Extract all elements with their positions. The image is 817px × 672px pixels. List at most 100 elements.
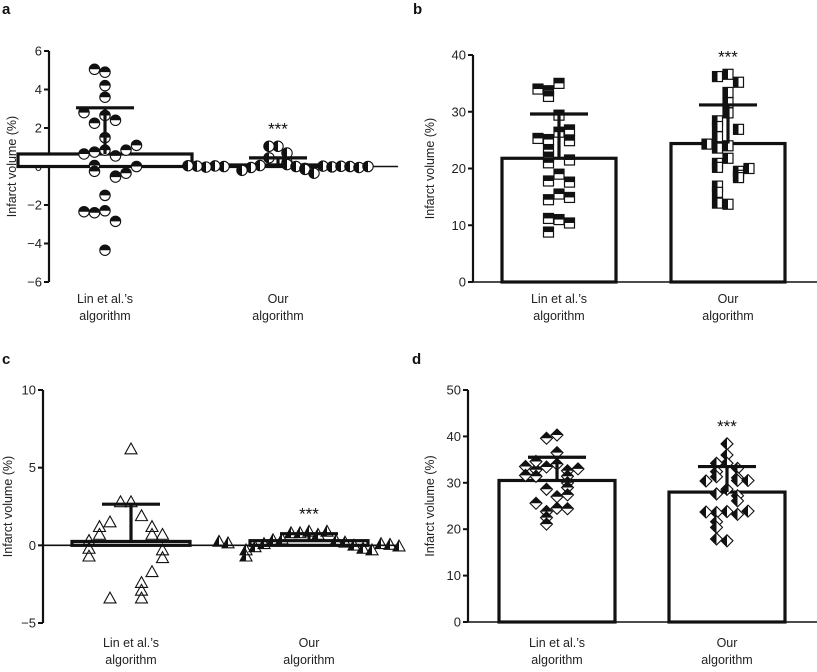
point-fill [712,181,718,192]
point-fill [700,506,706,519]
data-point [711,70,724,83]
point-fill [120,144,132,151]
data-point [532,83,544,95]
data-point [82,549,96,562]
data-point [88,206,101,219]
point-outline [239,549,253,562]
y-tick-label: 5 [29,460,36,475]
data-point [124,441,138,455]
point-outline [221,535,235,549]
point-fill [78,206,90,212]
data-point [109,150,122,162]
point-fill [543,144,554,150]
point-fill [723,97,728,108]
point-outline [155,527,170,540]
bar [669,141,787,284]
panel-label: c [2,351,10,368]
y-tick-label: 2 [35,121,42,136]
data-point [120,144,132,156]
data-point [155,550,170,564]
point-fill [712,71,718,82]
data-point [365,542,379,556]
data-point [130,139,143,152]
data-point [392,538,406,552]
data-point [92,519,107,533]
data-point [550,428,564,442]
point-fill [554,214,564,220]
data-point [732,123,745,135]
point-fill [723,140,728,151]
data-point [563,217,576,229]
point-fill [710,521,717,534]
data-point [542,175,555,187]
data-point [78,205,90,218]
point-fill [554,169,564,175]
x-tick-label: algorithm [533,309,584,323]
data-point [722,68,734,80]
point-fill [533,84,543,90]
data-point [542,133,555,146]
point-outline [134,583,149,596]
data-point [701,138,713,150]
point-fill [99,205,111,211]
panel-d: d Infarct volume (%) 50 40 30 20 10 0 Lin et al.… [412,351,817,667]
point-fill [551,502,563,509]
point-fill [554,78,564,84]
data-point [82,533,96,547]
data-point [553,188,565,200]
data-point [120,167,132,179]
point-outline [82,549,96,562]
point-fill [561,464,574,471]
data-point [563,154,576,166]
data-point [145,519,159,533]
data-point [553,213,565,226]
data-point [563,191,576,204]
point-fill [362,161,368,172]
data-point [254,159,266,172]
y-tick-label: 30 [447,475,461,490]
point-fill [733,172,739,183]
y-tick-label: 6 [35,44,42,59]
data-point [134,591,149,604]
point-outline [82,533,96,547]
data-point [236,164,248,177]
y-tick-label: −5 [21,616,36,631]
point-fill [543,213,554,219]
data-point [113,494,128,508]
data-point [741,504,755,518]
y-tick-label: 4 [35,82,42,97]
data-point [711,142,724,154]
point-fill [344,161,350,172]
point-fill [99,80,111,86]
point-fill [110,216,121,222]
point-fill [99,190,111,196]
point-fill [89,166,100,172]
point-fill [299,164,305,175]
point-fill [131,161,142,167]
data-point [711,197,724,209]
data-point [709,505,724,520]
data-point [356,541,370,554]
point-fill [561,476,574,483]
point-fill [89,64,100,70]
data-point [560,488,575,502]
data-point [99,91,111,103]
point-outline [320,524,334,537]
point-fill [533,133,543,139]
point-fill [89,207,100,213]
x-tick-label: Our [718,292,739,306]
point-fill [543,152,554,158]
point-fill [335,161,341,172]
data-point [722,86,734,99]
panel-label: b [413,1,422,18]
data-point [182,159,194,172]
data-point [257,536,271,550]
point-fill [561,502,574,509]
data-point [134,583,149,596]
data-point [732,76,745,88]
data-point [709,469,724,484]
data-point [722,198,734,210]
y-axis-label: Infarct volume (%) [1,456,15,557]
point-outline [155,550,170,564]
y-tick-label: 10 [452,218,466,233]
